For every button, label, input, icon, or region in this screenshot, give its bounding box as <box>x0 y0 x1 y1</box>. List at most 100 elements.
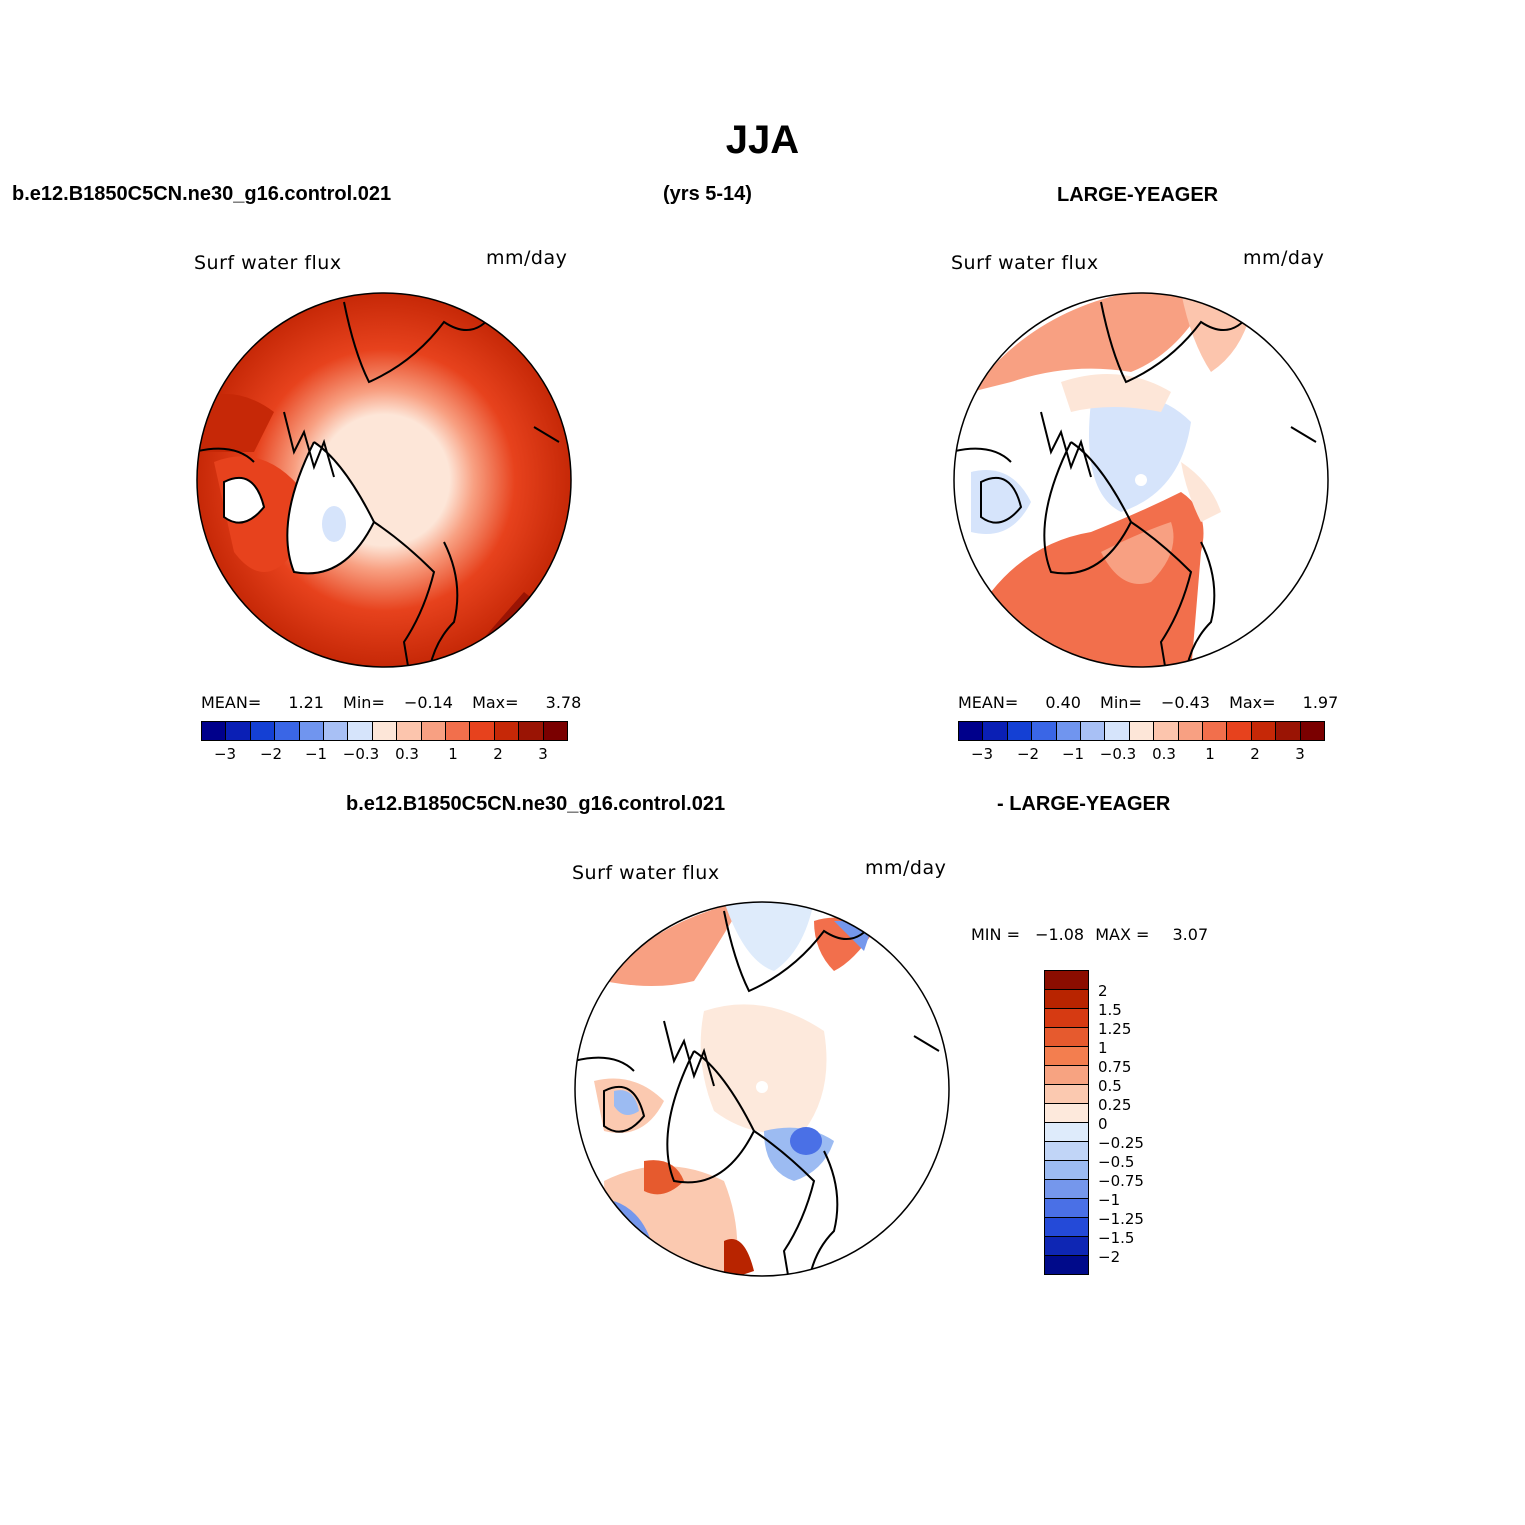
diff-colorbar <box>1044 970 1089 1275</box>
panel2-tick: −0.3 <box>1099 745 1137 763</box>
colorbar-swatch <box>226 722 251 740</box>
panel3-coastlines <box>575 910 940 1276</box>
case2-label: LARGE-YEAGER <box>1057 184 1219 206</box>
panel2-tick: −1 <box>1061 745 1085 763</box>
panel1-mean-label: MEAN= <box>201 693 262 712</box>
diff-label: 0.5 <box>1098 1077 1122 1095</box>
colorbar-swatch <box>1203 722 1228 740</box>
panel2-tick: −3 <box>970 745 994 763</box>
panel1-tick: −2 <box>259 745 283 763</box>
panel3-min-label: MIN = <box>971 925 1020 944</box>
colorbar-swatch <box>1045 990 1088 1009</box>
colorbar-swatch <box>470 722 495 740</box>
panel1-mean-value: 1.21 <box>288 693 324 712</box>
panel2-tick: 2 <box>1250 745 1260 763</box>
colorbar-swatch <box>543 722 568 740</box>
panel1-colorbar <box>201 721 568 741</box>
colorbar-swatch <box>275 722 300 740</box>
colorbar-swatch <box>1045 1104 1088 1123</box>
diff-label: −2 <box>1098 1248 1121 1266</box>
colorbar-swatch <box>1007 722 1033 740</box>
panel2-tick: 1 <box>1205 745 1215 763</box>
colorbar-swatch <box>1045 1066 1088 1085</box>
colorbar-swatch <box>1045 1142 1088 1161</box>
colorbar-swatch <box>1251 722 1277 740</box>
colorbar-swatch <box>1045 1028 1088 1047</box>
panel1-tick: 3 <box>538 745 548 763</box>
colorbar-swatch <box>1056 722 1082 740</box>
colorbar-swatch <box>446 722 471 740</box>
panel2-tick: −2 <box>1016 745 1040 763</box>
panel3-units: mm/day <box>865 857 947 879</box>
diff-label: −1.5 <box>1098 1229 1135 1247</box>
colorbar-swatch <box>1045 1009 1088 1028</box>
colorbar-swatch <box>1032 722 1057 740</box>
panel1-colorbar-ticks: −3 −2 −1 −0.3 0.3 1 2 3 <box>201 745 566 765</box>
panel2-min-label: Min= <box>1100 693 1142 712</box>
panel1-max-label: Max= <box>472 693 519 712</box>
panel1-boundary <box>196 292 572 668</box>
diff-label: −0.25 <box>1098 1134 1144 1152</box>
panel3-title: Surf water flux <box>572 862 720 884</box>
diff-label: 1.5 <box>1098 1001 1122 1019</box>
panel3-stats: MIN = −1.08 MAX = 3.07 <box>971 925 1208 944</box>
panel2-coastlines <box>954 301 1317 667</box>
colorbar-swatch <box>250 722 276 740</box>
panel2-colorbar-ticks: −3 −2 −1 −0.3 0.3 1 2 3 <box>958 745 1323 765</box>
colorbar-swatch <box>1045 1218 1088 1237</box>
panel1-min-label: Min= <box>343 693 385 712</box>
colorbar-swatch <box>1045 1085 1088 1104</box>
panel2-mean-value: 0.40 <box>1045 693 1081 712</box>
colorbar-swatch <box>1045 1161 1088 1180</box>
colorbar-swatch <box>1276 722 1301 740</box>
panel3-map <box>574 901 950 1277</box>
page-title: JJA <box>725 118 800 162</box>
panel3-max-value: 3.07 <box>1172 925 1209 944</box>
colorbar-swatch <box>324 722 349 740</box>
colorbar-swatch <box>1178 722 1204 740</box>
panel2-tick: 3 <box>1295 745 1305 763</box>
diff-label: 0.25 <box>1098 1096 1132 1114</box>
diff-case1-label: b.e12.B1850C5CN.ne30_g16.control.021 <box>346 793 726 815</box>
colorbar-swatch <box>1045 1237 1088 1256</box>
diff-label: 0 <box>1098 1115 1108 1133</box>
panel1-min-value: −0.14 <box>403 693 453 712</box>
colorbar-swatch <box>1227 722 1252 740</box>
panel2-max-label: Max= <box>1229 693 1276 712</box>
diff-case2-label: - LARGE-YEAGER <box>997 793 1171 815</box>
panel1-tick: 0.3 <box>395 745 419 763</box>
diff-label: −1 <box>1098 1191 1121 1209</box>
panel2-stats: MEAN= 0.40 Min= −0.43 Max= 1.97 <box>958 693 1338 712</box>
panel2-mean-label: MEAN= <box>958 693 1019 712</box>
diff-label: 1 <box>1098 1039 1108 1057</box>
colorbar-swatch <box>372 722 398 740</box>
panel2-title: Surf water flux <box>951 252 1099 274</box>
colorbar-swatch <box>1045 1180 1088 1199</box>
diff-label: 2 <box>1098 982 1108 1000</box>
panel1-units: mm/day <box>486 247 568 269</box>
panel3-min-value: −1.08 <box>1035 925 1085 944</box>
colorbar-swatch <box>421 722 447 740</box>
diff-label: −1.25 <box>1098 1210 1144 1228</box>
colorbar-swatch <box>299 722 325 740</box>
colorbar-swatch <box>1105 722 1130 740</box>
panel2-boundary <box>953 292 1329 668</box>
panel1-tick: −1 <box>304 745 328 763</box>
colorbar-swatch <box>1045 1199 1088 1218</box>
colorbar-swatch <box>348 722 373 740</box>
panel1-tick: −3 <box>213 745 237 763</box>
panel1-stats: MEAN= 1.21 Min= −0.14 Max= 3.78 <box>201 693 581 712</box>
panel1-coastlines <box>197 301 560 667</box>
colorbar-swatch <box>519 722 544 740</box>
colorbar-swatch <box>1154 722 1179 740</box>
panel3-boundary <box>574 901 950 1277</box>
panel1-tick: 1 <box>448 745 458 763</box>
panel2-tick: 0.3 <box>1152 745 1176 763</box>
panel1-tick: 2 <box>493 745 503 763</box>
case1-label: b.e12.B1850C5CN.ne30_g16.control.021 <box>12 183 392 205</box>
panel2-min-value: −0.43 <box>1160 693 1210 712</box>
colorbar-swatch <box>959 722 984 740</box>
colorbar-swatch <box>1081 722 1106 740</box>
panel2-max-value: 1.97 <box>1302 693 1339 712</box>
colorbar-swatch <box>494 722 520 740</box>
